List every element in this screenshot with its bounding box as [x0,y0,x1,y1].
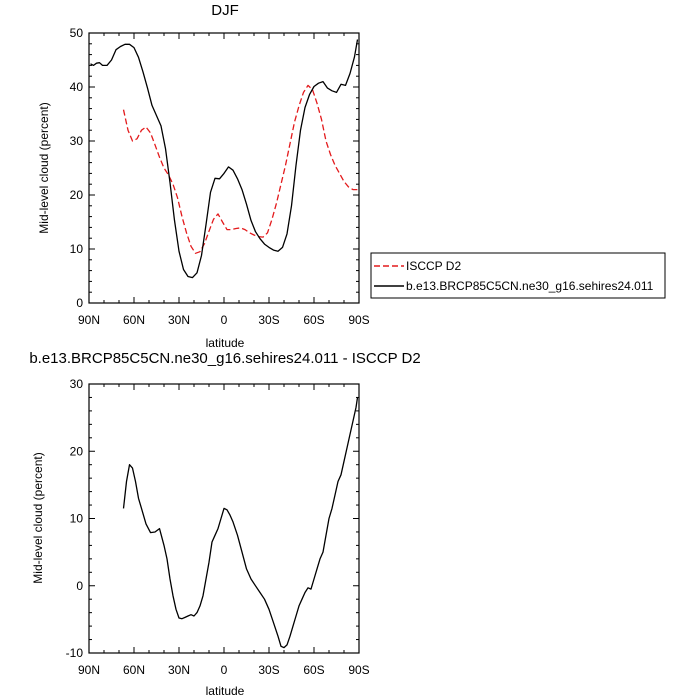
x-tick-label: 30N [168,313,190,327]
x-tick-label: 60S [303,663,324,677]
x-tick-label: 0 [221,313,228,327]
y-tick-label: 30 [70,377,84,391]
y-tick-label: 0 [76,296,83,310]
y-tick-label: 50 [70,26,84,40]
plot-frame [88,32,360,304]
y-tick-label: 10 [70,242,84,256]
x-tick-label: 60N [123,313,145,327]
difference-chart: b.e13.BRCP85C5CN.ne30_g16.sehires24.011 … [29,350,420,698]
x-tick-label: 30S [258,313,279,327]
y-tick-label: 30 [70,134,84,148]
legend: ISCCP D2 b.e13.BRCP85C5CN.ne30_g16.sehir… [370,252,666,299]
x-tick-label: 30N [168,663,190,677]
x-axis: 90N 60N 30N 0 30S 60S 90S [78,384,370,677]
x-tick-label: 30S [258,663,279,677]
y-tick-label: 20 [70,188,84,202]
x-tick-label: 60N [123,663,145,677]
x-axis: 90N 60N 30N 0 30S 60S 90S [78,33,370,327]
x-tick-label: 90N [78,313,100,327]
legend-label-obs: ISCCP D2 [406,259,461,273]
y-tick-label: 0 [76,579,83,593]
y-axis: -10 0 10 20 30 [66,377,359,660]
x-axis-label: latitude [206,684,245,698]
x-tick-label: 90S [348,663,369,677]
model-line [90,39,359,279]
isccp-d2-line [122,84,358,254]
y-tick-label: 20 [70,444,84,458]
y-axis-label: Mid-level cloud (percent) [31,452,45,583]
djf-chart: DJF 0 10 20 30 40 50 90N 60N 30N 0 30S 60S 90S Mid-… [37,2,666,350]
y-tick-label: -10 [66,646,84,660]
y-axis-label: Mid-level cloud (percent) [37,102,51,233]
x-tick-label: 90N [78,663,100,677]
y-tick-label: 10 [70,512,84,526]
data-lines [122,397,359,649]
data-lines [90,39,359,279]
y-axis: 0 10 20 30 40 50 [70,26,359,310]
plot-frame [88,383,360,654]
y-tick-label: 40 [70,80,84,94]
x-tick-label: 60S [303,313,324,327]
x-tick-label: 90S [348,313,369,327]
legend-label-model: b.e13.BRCP85C5CN.ne30_g16.sehires24.011 [406,279,654,293]
legend-box [370,252,666,299]
chart-title: b.e13.BRCP85C5CN.ne30_g16.sehires24.011 … [29,350,420,367]
chart-title: DJF [211,2,239,19]
x-axis-label: latitude [206,336,245,350]
x-tick-label: 0 [221,663,228,677]
difference-line [122,397,359,649]
